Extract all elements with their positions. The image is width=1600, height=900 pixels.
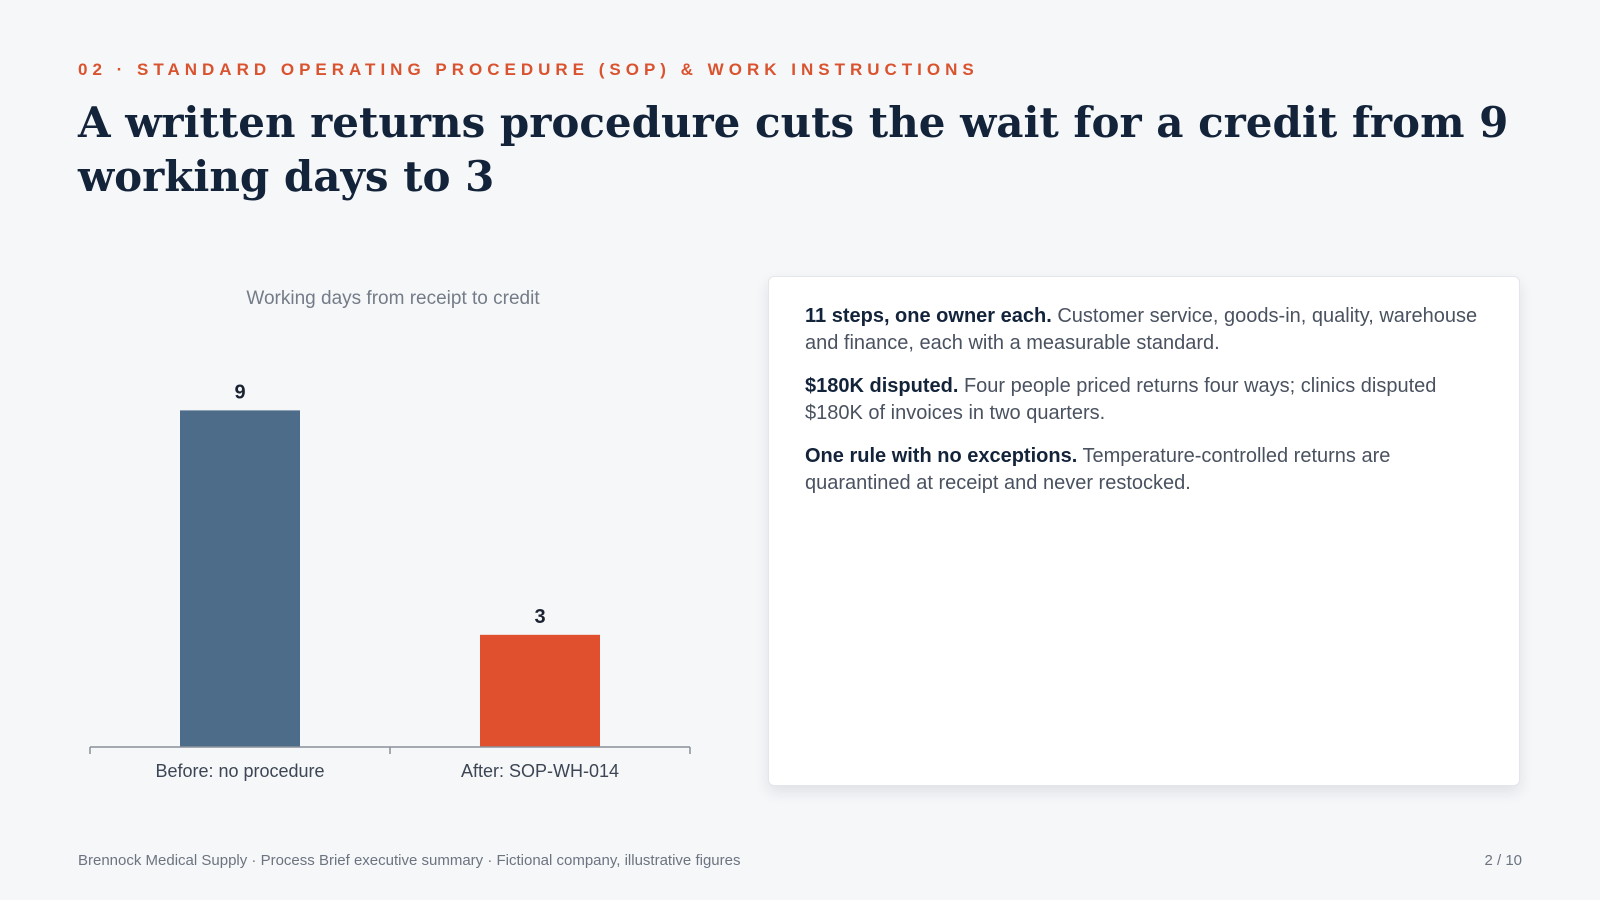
bar-value-label-1: 9 [234,381,245,403]
bar-1 [180,410,300,747]
key-point-3-text: Temperature-controlled returns are quara… [805,445,1391,494]
footer-text: Brennock Medical Supply · Process Brief … [78,852,741,869]
bar-value-label-2: 3 [534,606,545,628]
category-label-2: After: SOP-WH-014 [461,761,619,781]
key-point-2-text: Four people priced returns four ways; cl… [805,375,1437,424]
page-title: A written returns procedure cuts the wai… [78,98,1509,201]
key-point-3-lead: One rule with no exceptions. [805,445,1078,467]
bar-2 [480,634,600,747]
key-point-2-lead: $180K disputed. [805,375,959,397]
category-label-1: Before: no procedure [155,761,324,781]
key-point-1: 11 steps, one owner each. Customer servi… [805,303,1483,357]
page-number: 2 / 10 [1484,852,1522,869]
key-point-2: $180K disputed. Four people priced retur… [805,373,1483,427]
key-point-1-text: Customer service, goods-in, quality, war… [805,305,1478,354]
chart-canvas: 9 Before: no procedure 3 After: SOP-WH-014 [89,381,691,781]
key-points-panel: 11 steps, one owner each. Customer servi… [768,276,1520,786]
chart-title: Working days from receipt to credit [246,288,540,309]
key-point-3: One rule with no exceptions. Temperature… [805,443,1483,497]
bar-chart: Working days from receipt to credit 9 Bef… [78,280,708,800]
section-kicker: 02 · STANDARD OPERATING PROCEDURE (SOP) … [78,60,979,79]
key-point-1-lead: 11 steps, one owner each. [805,305,1052,327]
